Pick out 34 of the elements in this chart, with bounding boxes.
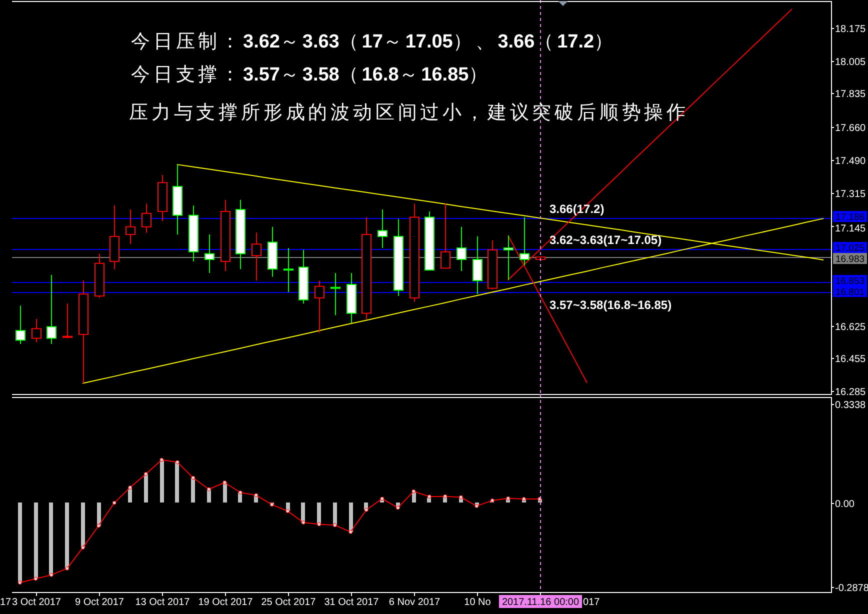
x-tick-label: 31 Oct 2017 bbox=[324, 597, 379, 608]
ref-label: 16.983 bbox=[833, 253, 867, 265]
annotation: 3.57~3.58(16.8~16.85) bbox=[550, 298, 672, 312]
x-tick-label: 2017.11.16 00:00 bbox=[502, 597, 580, 608]
x-tick-label: 13 Oct 2017 bbox=[135, 597, 190, 608]
ref-label: 16.853 bbox=[833, 275, 867, 287]
subtitle: 今日支撑：3.57～3.58（16.8～16.85） bbox=[131, 64, 492, 86]
ref-label: 16.801 bbox=[833, 286, 867, 298]
y-tick-label: 17.835 bbox=[835, 89, 866, 100]
x-tick-label: 3 Oct 2017 bbox=[12, 597, 61, 608]
ref-label: 17.025 bbox=[833, 242, 867, 254]
y-tick-label: 17.315 bbox=[835, 189, 866, 200]
annotation: 压力与支撑所形成的波动区间过小，建议突破后顺势操作 bbox=[129, 102, 689, 124]
y-tick-label: 18.005 bbox=[835, 57, 866, 68]
x-tick-label: 19 Oct 2017 bbox=[198, 597, 253, 608]
x-tick-label: 6 Nov 2017 bbox=[388, 597, 440, 608]
x-tick-label: 2017.11.16 00:00 bbox=[498, 595, 582, 608]
x-tick-label: 9 Oct 2017 bbox=[75, 597, 124, 608]
y-tick-label: 16.625 bbox=[835, 322, 866, 333]
ref-label: 17.186 bbox=[833, 211, 867, 223]
y-tick-label: 16.455 bbox=[835, 354, 866, 365]
x-tick-label: 25 Oct 2017 bbox=[261, 597, 316, 608]
title: 今日压制：3.62～3.63（17～17.05）、3.66（17.2） bbox=[131, 32, 616, 53]
x-tick-label: 17 bbox=[0, 597, 12, 608]
y-tick-label: 17.660 bbox=[835, 123, 866, 134]
y-tick-label: 16.285 bbox=[835, 387, 866, 398]
x-tick-label: 10 No bbox=[464, 597, 491, 608]
annotation: 3.62~3.63(17~17.05) bbox=[550, 233, 662, 248]
x-tick-label: 017 bbox=[583, 597, 600, 608]
y-tick-label: 17.490 bbox=[835, 156, 866, 167]
y-tick-label: 17.145 bbox=[835, 224, 866, 234]
y-tick-label: 0.3338 bbox=[835, 400, 866, 411]
y-tick-label: 18.175 bbox=[835, 24, 866, 35]
y-tick-label: 0.00 bbox=[835, 499, 854, 510]
